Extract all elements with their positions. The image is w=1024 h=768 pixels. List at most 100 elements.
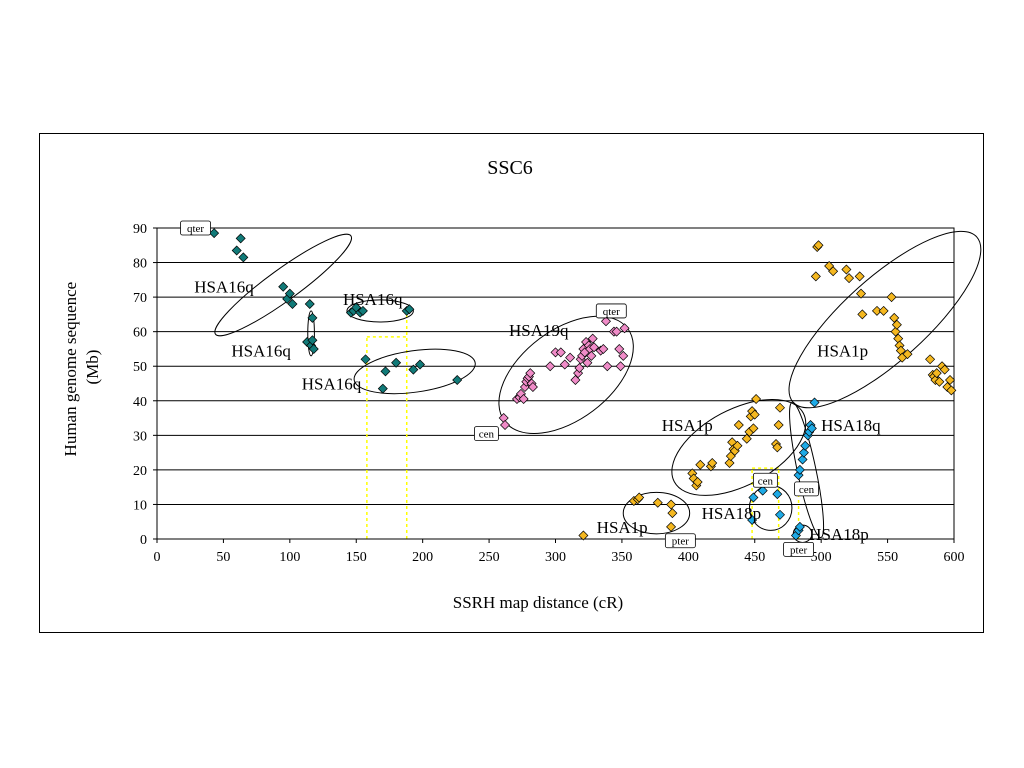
x-tick-label: 400 bbox=[678, 550, 699, 565]
data-point bbox=[614, 343, 625, 354]
data-point bbox=[891, 319, 902, 330]
data-point bbox=[555, 347, 566, 358]
data-point bbox=[582, 357, 593, 368]
marker-label: cen bbox=[758, 475, 774, 487]
region-label: HSA18p bbox=[809, 525, 869, 544]
data-point bbox=[238, 252, 249, 263]
data-point bbox=[578, 530, 589, 541]
x-tick-label: 550 bbox=[877, 550, 898, 565]
data-point bbox=[902, 349, 913, 360]
marker-label-box bbox=[180, 220, 211, 236]
data-point bbox=[619, 323, 630, 334]
data-point bbox=[231, 245, 242, 256]
region-labels: HSA16q HSA16q HSA16q HSA16q HSA19q HSA1p HSA1p… bbox=[194, 278, 881, 544]
data-point bbox=[798, 447, 809, 458]
marker-label-box bbox=[474, 426, 499, 442]
marker-label-box bbox=[595, 303, 627, 319]
data-point bbox=[618, 350, 629, 361]
marker-label-box bbox=[664, 533, 696, 549]
cluster-ellipse bbox=[622, 491, 691, 535]
x-axis-ticks: 0 50 100 150 200 250 300 350 400 450 500 550 600 bbox=[154, 539, 965, 565]
data-point bbox=[813, 240, 824, 251]
data-point bbox=[751, 394, 762, 405]
region-label: HSA1p bbox=[597, 518, 648, 537]
x-tick-label: 500 bbox=[811, 550, 832, 565]
data-point bbox=[889, 312, 900, 323]
region-label: HSA19q bbox=[509, 321, 569, 340]
y-tick-label: 90 bbox=[133, 222, 147, 237]
data-point bbox=[666, 499, 677, 510]
data-point bbox=[602, 361, 613, 372]
y-tick-label: 40 bbox=[133, 395, 147, 410]
marker-label: qter bbox=[603, 306, 620, 318]
data-point bbox=[841, 264, 852, 275]
region-label: HSA16q bbox=[343, 290, 403, 309]
data-point bbox=[667, 508, 678, 519]
cluster-ellipse bbox=[307, 310, 315, 357]
data-point bbox=[890, 326, 901, 337]
data-point bbox=[308, 343, 319, 354]
data-point bbox=[942, 381, 953, 392]
marker-label-box bbox=[783, 541, 814, 557]
data-point bbox=[587, 333, 598, 344]
data-point bbox=[527, 381, 538, 392]
data-point bbox=[844, 273, 855, 284]
y-tick-label: 0 bbox=[140, 533, 147, 548]
data-point bbox=[732, 440, 743, 451]
data-point bbox=[600, 316, 611, 327]
data-point bbox=[809, 397, 820, 408]
y-axis-label-line-2: (Mb) bbox=[83, 350, 102, 385]
region-label: HSA16q bbox=[302, 375, 362, 394]
data-point bbox=[589, 342, 600, 353]
data-point bbox=[415, 359, 426, 370]
x-tick-label: 350 bbox=[611, 550, 632, 565]
data-point bbox=[525, 368, 536, 379]
data-point bbox=[748, 423, 759, 434]
cluster-ellipse bbox=[788, 230, 982, 409]
data-point bbox=[934, 376, 945, 387]
data-point bbox=[307, 335, 318, 346]
data-point bbox=[304, 299, 315, 310]
data-point bbox=[391, 357, 402, 368]
data-point bbox=[747, 514, 758, 525]
cluster-ellipse bbox=[353, 348, 476, 395]
x-tick-label: 250 bbox=[479, 550, 500, 565]
marker-label: pter bbox=[672, 536, 689, 548]
data-point bbox=[748, 492, 759, 503]
data-point bbox=[307, 312, 318, 323]
data-point bbox=[774, 509, 785, 520]
data-point bbox=[854, 271, 865, 282]
marker-label: cen bbox=[479, 429, 495, 441]
y-tick-label: 50 bbox=[133, 360, 147, 375]
data-point bbox=[857, 309, 868, 320]
data-point bbox=[695, 459, 706, 470]
x-axis-label: SSRH map distance (cR) bbox=[453, 593, 623, 612]
y-tick-label: 30 bbox=[133, 429, 147, 444]
data-point bbox=[749, 409, 760, 420]
data-point bbox=[452, 375, 463, 386]
marker-label: cen bbox=[799, 484, 815, 496]
y-tick-label: 10 bbox=[133, 498, 147, 513]
marker-label-box bbox=[794, 481, 819, 497]
data-point bbox=[724, 457, 735, 468]
data-point bbox=[408, 364, 419, 375]
data-point bbox=[925, 354, 936, 365]
data-point bbox=[757, 485, 768, 496]
data-point bbox=[611, 326, 622, 337]
marker-label: pter bbox=[790, 544, 807, 556]
cluster-ellipse bbox=[498, 315, 634, 434]
x-tick-label: 450 bbox=[744, 550, 765, 565]
x-tick-label: 50 bbox=[216, 550, 230, 565]
data-point bbox=[945, 375, 956, 386]
data-point bbox=[634, 492, 645, 503]
data-point bbox=[707, 457, 718, 468]
data-point bbox=[772, 489, 783, 500]
data-point bbox=[287, 299, 298, 310]
data-point bbox=[565, 352, 576, 363]
data-point bbox=[598, 343, 609, 354]
chart-title: SSC6 bbox=[487, 157, 533, 179]
data-point bbox=[810, 271, 821, 282]
x-tick-label: 300 bbox=[545, 550, 566, 565]
cluster-ellipse bbox=[346, 299, 414, 323]
data-point bbox=[404, 304, 415, 315]
